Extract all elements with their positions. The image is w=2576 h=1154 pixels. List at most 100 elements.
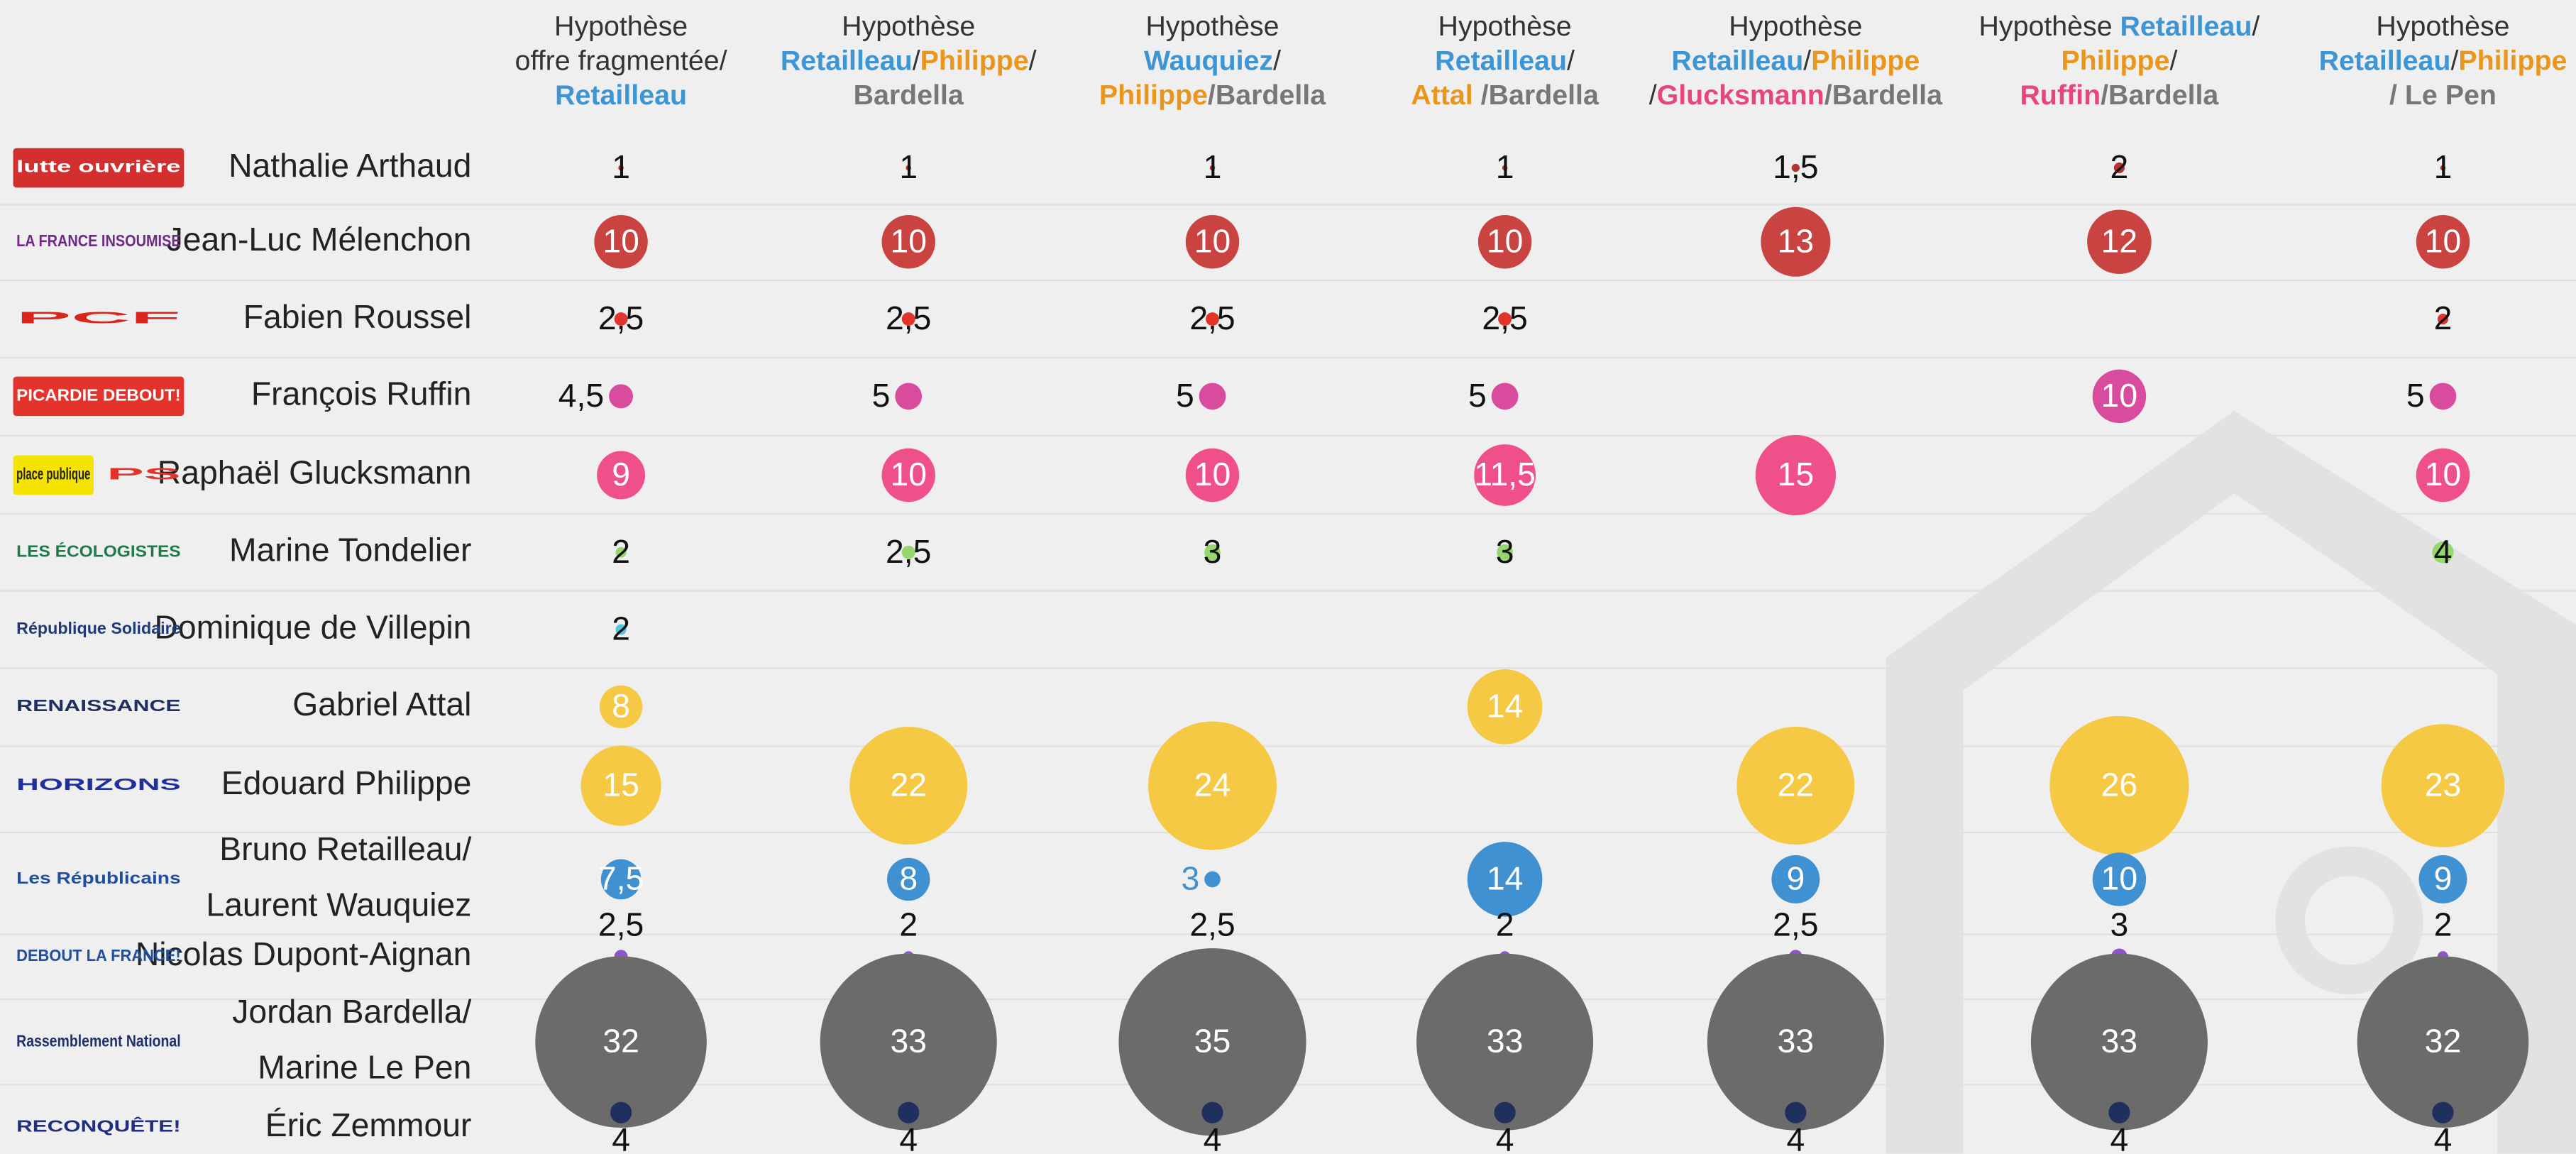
candidate-name: François Ruffin [251,375,471,412]
header-part: Hypothèse [1145,11,1279,42]
party-logo: PICARDIE DEBOUT! [16,385,181,404]
party-logo: LES ÉCOLOGISTES [16,541,181,560]
header-part: Philippe [1811,45,1920,77]
value-label: 2,5 [886,300,931,336]
bubble [895,383,922,410]
party-logo: Rassemblement National [16,1031,181,1050]
header-part: Philippe [2061,45,2169,77]
candidate-name: Jordan Bardella/ [232,993,471,1030]
value-label: 2,5 [1189,300,1235,336]
column-header: Retailleau/Philippe [2319,45,2567,77]
value-label: 26 [2101,766,2138,803]
value-label: 3 [1496,533,1514,570]
column-header: Hypothèse [2376,11,2509,42]
party-logo: LA FRANCE INSOUMISE [16,231,181,250]
value-label: 33 [1487,1023,1524,1060]
header-part: Philippe [920,45,1029,77]
value-label: 2 [612,533,630,570]
value-label: 5 [1176,377,1194,414]
value-label: 10 [602,222,639,259]
value-label: 15 [602,766,639,803]
value-label: 10 [1194,456,1231,493]
bubble [2108,1102,2130,1123]
candidate-name: Fabien Roussel [243,298,472,335]
party-logo: lutte ouvrière [16,158,181,176]
value-label: 32 [2425,1023,2462,1060]
value-label: 5 [1468,377,1487,414]
header-part: / [913,45,920,77]
header-part: Glucksmann [1657,79,1824,111]
party-logo: DEBOUT LA FRANCE! [16,946,181,965]
header-part: / [1649,79,1657,111]
bubble [1494,1102,1515,1123]
header-part: / [2169,45,2177,77]
column-header: Retailleau/Philippe/ [781,45,1037,77]
header-part: Philippe [1099,79,1208,111]
value-label: 9 [612,456,630,493]
column-header: Retailleau [555,79,687,111]
column-header: Hypothèse Retailleau/ [1978,11,2259,42]
header-part: Hypothèse [1438,11,1572,42]
party-logo: place publique [16,465,90,483]
candidate-name: Marine Le Pen [258,1049,471,1086]
header-part: Wauquiez [1144,45,1273,77]
header-part: Retailleau [2319,45,2451,77]
bubble [2432,1102,2453,1123]
bubble [1492,383,1519,410]
header-part: Hypothèse [2376,11,2509,42]
bubble [898,1102,919,1123]
value-label: 5 [872,377,891,414]
value-label: 2 [2434,906,2453,943]
value-label: 9 [1786,860,1805,897]
value-label: 2 [2110,148,2129,185]
column-header: Hypothèse [1438,11,1572,42]
candidate-name: Nicolas Dupont-Aignan [136,935,472,972]
party-logo: PCF [16,309,181,327]
column-header: Ruffin/Bardella [2020,79,2220,111]
column-header: Hypothèse [842,11,975,42]
header-part: / Le Pen [2389,79,2497,111]
header-part: offre fragmentée/ [515,45,727,77]
value-label: 8 [612,687,630,724]
value-label: 3 [1204,533,1222,570]
value-label: 10 [2101,860,2138,897]
candidate-name: Bruno Retailleau/ [219,830,471,867]
value-label: 2,5 [1189,906,1235,943]
value-label: 4 [2434,533,2453,570]
party-logo: République Solidaire [16,619,181,637]
column-header: Philippe/ [2061,45,2177,77]
value-label: 13 [1778,222,1815,259]
value-label: 1 [1496,148,1514,185]
value-label: 1 [2434,148,2453,185]
header-part: /Bardella [1473,79,1600,111]
value-label: 4 [899,1121,918,1154]
header-part: / [1803,45,1811,77]
value-label: 2 [899,906,918,943]
bubble [609,384,633,408]
value-label: 11,5 [1474,456,1536,493]
column-header: Retailleau/ [1435,45,1575,77]
value-label: 33 [2101,1023,2138,1060]
header-part: / [2450,45,2458,77]
value-label: 33 [1778,1023,1815,1060]
value-label: 1 [899,148,918,185]
header-part: Hypothèse [554,11,688,42]
column-header: Attal /Bardella [1411,79,1600,111]
header-part: /Bardella [2101,79,2219,111]
value-label: 10 [2425,222,2462,259]
value-label: 10 [1487,222,1524,259]
value-label: 1,5 [1773,148,1818,185]
column-header: / Le Pen [2389,79,2497,111]
column-header: Hypothèse [554,11,688,42]
header-part: Retailleau [781,45,913,77]
candidate-name: Nathalie Arthaud [229,147,471,184]
value-label: 9 [2434,860,2453,897]
header-part: Hypothèse [1978,11,2120,42]
bubble [1204,872,1221,888]
header-part: Philippe [2458,45,2567,77]
candidate-name: Marine Tondelier [229,532,471,568]
value-label: 2 [1496,906,1514,943]
party-logo: PS [106,465,180,483]
value-label: 4 [1786,1121,1805,1154]
header-part: Ruffin [2020,79,2101,111]
